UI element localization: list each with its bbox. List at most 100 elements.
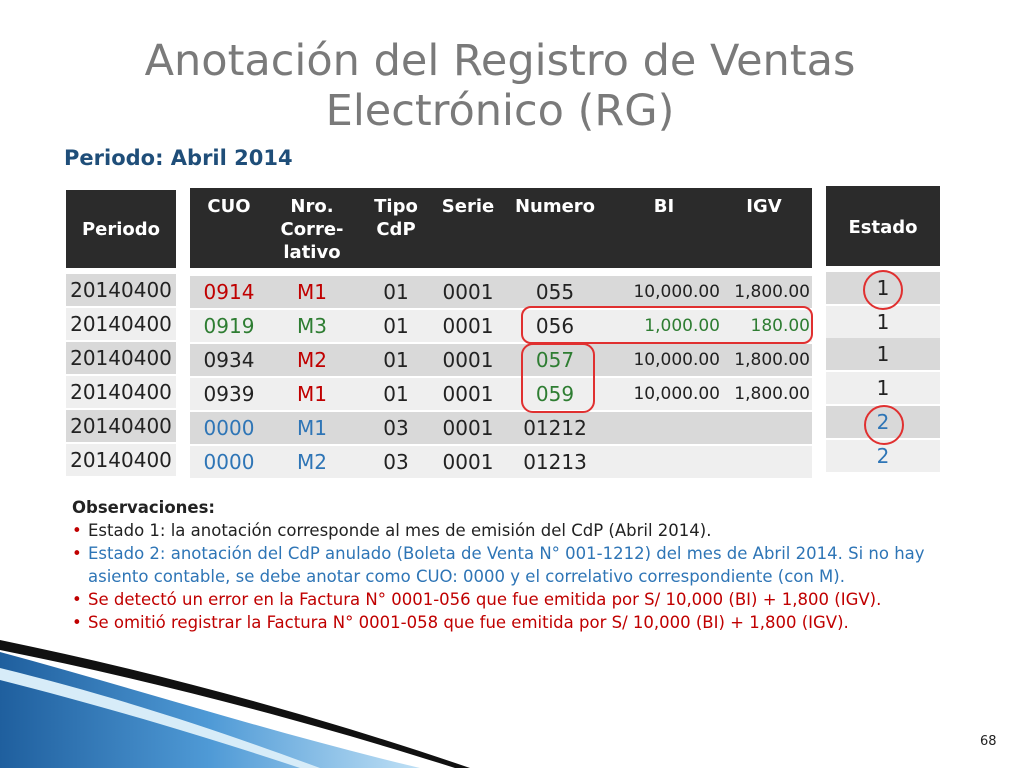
observacion-text: Estado 2: anotación del CdP anulado (Bol… (88, 544, 925, 586)
cell-bi: 1,000.00 (644, 316, 720, 336)
cell-bi: 10,000.00 (633, 282, 720, 302)
observaciones-list: • Estado 1: la anotación corresponde al … (72, 519, 952, 634)
observacion-text: Se omitió registrar la Factura N° 0001-0… (88, 613, 849, 632)
cell-numero: 057 (535, 348, 575, 372)
cell-periodo: 20140400 (70, 414, 172, 438)
table-row: 0914 M1 01 0001 055 10,000.00 1,800.00 (190, 276, 812, 308)
table-row: 1 (826, 338, 940, 370)
cell-periodo: 20140400 (70, 346, 172, 370)
cell-nro: M1 (297, 416, 327, 440)
header-tipo: Tipo CdP (360, 195, 432, 241)
period-label: Periodo: Abril 2014 (64, 146, 293, 170)
cell-serie: 0001 (442, 416, 494, 440)
observaciones-heading: Observaciones: (72, 498, 216, 517)
bullet-icon: • (72, 590, 82, 609)
cell-tipo: 03 (383, 416, 409, 440)
header-tipo-line-2: CdP (376, 219, 416, 240)
cell-nro: M1 (297, 280, 327, 304)
table-row: 20140400 (66, 274, 176, 306)
header-nro-line-1: Nro. (290, 196, 334, 217)
table-row: 20140400 (66, 444, 176, 476)
cell-periodo: 20140400 (70, 278, 172, 302)
list-item: • Estado 1: la anotación corresponde al … (72, 519, 952, 542)
cell-numero: 059 (535, 382, 575, 406)
table-row: 20140400 (66, 308, 176, 340)
header-numero: Numero (514, 196, 596, 217)
cell-cuo: 0914 (203, 280, 255, 304)
cell-serie: 0001 (442, 450, 494, 474)
cell-numero: 056 (535, 314, 575, 338)
table-row: 1 (826, 306, 940, 338)
highlight-estado-1-circle (863, 270, 903, 310)
list-item: • Estado 2: anotación del CdP anulado (B… (72, 542, 952, 588)
header-periodo-label: Periodo (81, 219, 161, 240)
observaciones-section: Observaciones: • Estado 1: la anotación … (72, 496, 952, 634)
table-row: 1 (826, 372, 940, 404)
list-item: • Se omitió registrar la Factura N° 0001… (72, 611, 952, 634)
cell-tipo: 01 (383, 314, 409, 338)
observacion-text: Se detectó un error en la Factura N° 000… (88, 590, 882, 609)
cell-bi: 10,000.00 (633, 350, 720, 370)
header-bi: BI (653, 196, 675, 217)
table-row: 0934 M2 01 0001 057 10,000.00 1,800.00 (190, 344, 812, 376)
highlight-estado-2-circle (864, 405, 904, 445)
cell-nro: M2 (297, 450, 327, 474)
slide-title: Anotación del Registro de Ventas Electró… (0, 36, 1000, 136)
cell-serie: 0001 (442, 314, 494, 338)
bullet-icon: • (72, 544, 82, 563)
table-row: 20140400 (66, 342, 176, 374)
header-nro: Nro. Corre- lativo (272, 195, 352, 264)
cell-igv: 1,800.00 (734, 282, 810, 302)
cell-estado: 2 (876, 444, 890, 468)
table-row: 0919 M3 01 0001 056 1,000.00 180.00 (190, 310, 812, 342)
cell-periodo: 20140400 (70, 312, 172, 336)
slide-title-line-2: Electrónico (RG) (325, 86, 675, 136)
cell-serie: 0001 (442, 280, 494, 304)
header-nro-line-2: Corre- (280, 219, 344, 240)
list-item: • Se detectó un error en la Factura N° 0… (72, 588, 952, 611)
cell-bi: 10,000.00 (633, 384, 720, 404)
cell-numero: 055 (535, 280, 575, 304)
cell-tipo: 01 (383, 382, 409, 406)
table-row: 20140400 (66, 410, 176, 442)
table-row: 0000 M1 03 0001 01212 (190, 412, 812, 444)
header-nro-line-3: lativo (283, 242, 341, 263)
cell-tipo: 01 (383, 348, 409, 372)
cell-cuo: 0000 (203, 416, 255, 440)
table-row: 2 (826, 440, 940, 472)
bullet-icon: • (72, 521, 82, 540)
cell-tipo: 03 (383, 450, 409, 474)
cell-cuo: 0919 (203, 314, 255, 338)
cell-estado: 1 (876, 310, 890, 334)
header-main: CUO Nro. Corre- lativo Tipo CdP Serie Nu… (190, 188, 812, 268)
cell-nro: M2 (297, 348, 327, 372)
cell-igv: 1,800.00 (734, 384, 810, 404)
cell-cuo: 0000 (203, 450, 255, 474)
cell-tipo: 01 (383, 280, 409, 304)
header-estado: Estado (826, 186, 940, 266)
cell-cuo: 0934 (203, 348, 255, 372)
table-row: 0939 M1 01 0001 059 10,000.00 1,800.00 (190, 378, 812, 410)
observacion-text: Estado 1: la anotación corresponde al me… (88, 521, 712, 540)
table-row: 20140400 (66, 376, 176, 408)
cell-estado: 1 (876, 342, 890, 366)
highlight-numero-057-059 (521, 343, 595, 413)
cell-serie: 0001 (442, 382, 494, 406)
header-igv: IGV (746, 196, 782, 217)
cell-nro: M3 (297, 314, 327, 338)
cell-igv: 180.00 (750, 316, 810, 336)
cell-igv: 1,800.00 (734, 350, 810, 370)
cell-periodo: 20140400 (70, 448, 172, 472)
cell-estado: 1 (876, 376, 890, 400)
slide-title-line-1: Anotación del Registro de Ventas (144, 36, 856, 86)
cell-numero: 01213 (523, 450, 587, 474)
header-periodo: Periodo (66, 190, 176, 268)
header-serie: Serie (441, 196, 495, 217)
cell-serie: 0001 (442, 348, 494, 372)
header-cuo: CUO (207, 196, 251, 217)
highlight-row-056 (521, 306, 813, 344)
page-number: 68 (980, 734, 997, 749)
cell-periodo: 20140400 (70, 380, 172, 404)
bullet-icon: • (72, 613, 82, 632)
cell-numero: 01212 (523, 416, 587, 440)
